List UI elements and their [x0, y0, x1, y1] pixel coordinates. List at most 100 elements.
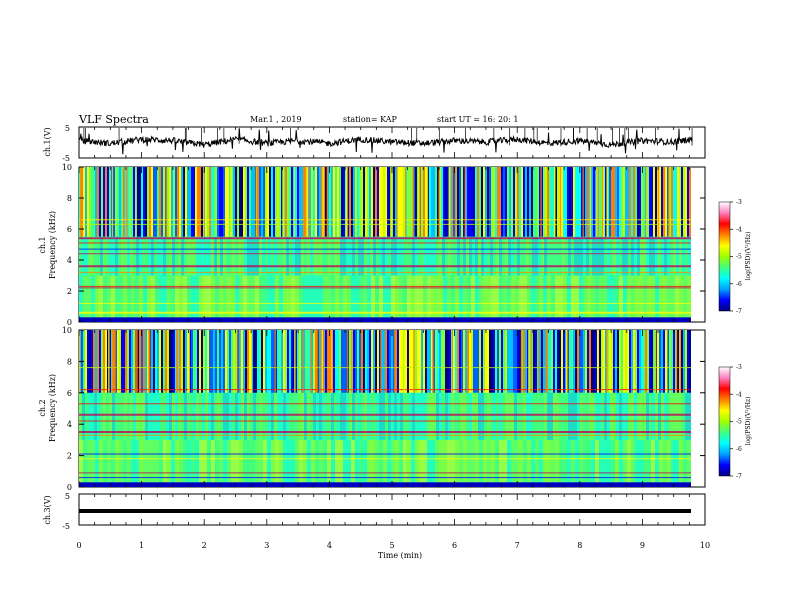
- spectrogram-midband: [211, 392, 214, 440]
- spectrogram-midband: [325, 392, 328, 440]
- spectrogram-lowband: [319, 439, 323, 483]
- spectrogram-midband: [124, 236, 127, 276]
- spectrogram-midband: [103, 236, 106, 276]
- spectrogram-column: [283, 167, 285, 237]
- spectrogram-midband: [598, 236, 601, 276]
- spectrogram-midband: [229, 392, 232, 440]
- spectrogram-lowband: [79, 275, 83, 318]
- spectrogram-midband: [667, 236, 670, 276]
- spectrogram-midband: [91, 392, 94, 440]
- spectrogram-column: [523, 167, 525, 237]
- spectrogram-lowband: [251, 439, 255, 483]
- spectrogram-column: [289, 330, 291, 393]
- spectrogram-midband: [232, 392, 235, 440]
- spectrogram-lowband: [271, 439, 275, 483]
- spectrogram-burst: [606, 167, 608, 237]
- spectrogram-midband: [121, 236, 124, 276]
- spectrogram-midband: [649, 392, 652, 440]
- spectrogram-midband: [166, 236, 169, 276]
- spectrogram-lowband: [351, 439, 355, 483]
- spectrogram-column: [125, 167, 127, 237]
- spectrogram-lowband: [399, 275, 403, 318]
- spectrogram-midband: [169, 236, 172, 276]
- time-tick-label: 9: [640, 541, 645, 550]
- spectrogram-midband: [220, 392, 223, 440]
- spectrogram-midband: [601, 392, 604, 440]
- spectrogram-midband: [580, 392, 583, 440]
- spectrogram-midband: [499, 236, 502, 276]
- spectrogram-column: [141, 330, 143, 393]
- spectrogram-midband: [490, 236, 493, 276]
- spectrogram-midband: [109, 236, 112, 276]
- spectrogram-column: [395, 330, 397, 393]
- spectrogram-column: [465, 330, 467, 393]
- spectrogram-lowband: [367, 439, 371, 483]
- spectrogram-lowband: [655, 439, 659, 483]
- spectrogram-lowband: [335, 439, 339, 483]
- spectrogram-column: [361, 330, 363, 393]
- spectrogram-burst: [606, 330, 608, 393]
- spectrogram-midband: [367, 236, 370, 276]
- spectrogram-midband: [346, 392, 349, 440]
- spectrogram-midband: [628, 392, 631, 440]
- spectrogram-column: [207, 167, 209, 237]
- spectrogram-column: [109, 330, 111, 393]
- spectrogram-lowband: [383, 275, 387, 318]
- spectrogram-lowband: [167, 439, 171, 483]
- spectrogram-lowband: [503, 275, 507, 318]
- spectrogram-burst: [394, 330, 396, 393]
- spectrogram-midband: [286, 236, 289, 276]
- time-axis-label: Time (min): [378, 551, 422, 560]
- spectrogram-column: [381, 330, 383, 393]
- spectrogram-column: [139, 167, 141, 237]
- spectrogram-column: [91, 167, 93, 237]
- spectrogram-column: [389, 167, 391, 237]
- spectrogram-midband: [550, 392, 553, 440]
- spectrogram-column: [665, 167, 667, 237]
- spectrogram-column: [113, 330, 115, 393]
- spectrogram-column: [399, 330, 401, 393]
- spectrogram-midband: [583, 392, 586, 440]
- spectrogram-column: [519, 167, 521, 237]
- spectrogram-column: [371, 167, 373, 237]
- spectrogram-midband: [181, 392, 184, 440]
- spectrogram-column: [211, 167, 213, 237]
- spectrogram-column: [587, 167, 589, 237]
- spectrogram-column: [379, 167, 381, 237]
- spectrogram-column: [475, 167, 477, 237]
- spectrogram-column: [103, 167, 105, 237]
- ch1-freq-tick-label: 8: [67, 194, 72, 203]
- spectrogram-column: [545, 167, 547, 237]
- spectrogram-midband: [610, 392, 613, 440]
- spectrogram-column: [191, 167, 193, 237]
- spectrogram-midband: [364, 392, 367, 440]
- spectrogram-midband: [343, 236, 346, 276]
- spectrogram-burst: [455, 167, 457, 237]
- spectrogram-column: [393, 330, 395, 393]
- spectrogram-lowband: [391, 275, 395, 318]
- spectrogram-lowband: [295, 439, 299, 483]
- spectrogram-column: [171, 330, 173, 393]
- spectrogram-column: [365, 330, 367, 393]
- spectrogram-midband: [157, 392, 160, 440]
- spectrogram-lowband: [495, 439, 499, 483]
- spectrogram-column: [157, 330, 159, 393]
- spectrogram-midband: [481, 236, 484, 276]
- spectrogram-midband: [517, 392, 520, 440]
- time-tick-label: 7: [515, 541, 520, 550]
- spectrogram-column: [553, 167, 555, 237]
- ch2-freq-tick-label: 0: [67, 483, 72, 492]
- spectrogram-lowband: [99, 439, 103, 483]
- spectrogram-lowband: [671, 439, 675, 483]
- spectrogram-lowband: [687, 439, 691, 483]
- spectrogram-column: [279, 167, 281, 237]
- spectrogram-midband: [145, 236, 148, 276]
- spectrogram-midband: [676, 236, 679, 276]
- spectrogram-midband: [646, 236, 649, 276]
- spectrogram-lowband: [427, 439, 431, 483]
- spectrogram-midband: [487, 392, 490, 440]
- ch2-colorbar: -3 -4 -5 -6 -7 log(PSD)(V²/Hz): [718, 364, 752, 480]
- spectrogram-midband: [538, 236, 541, 276]
- spectrogram-midband: [526, 236, 529, 276]
- spectrogram-lowband: [179, 275, 183, 318]
